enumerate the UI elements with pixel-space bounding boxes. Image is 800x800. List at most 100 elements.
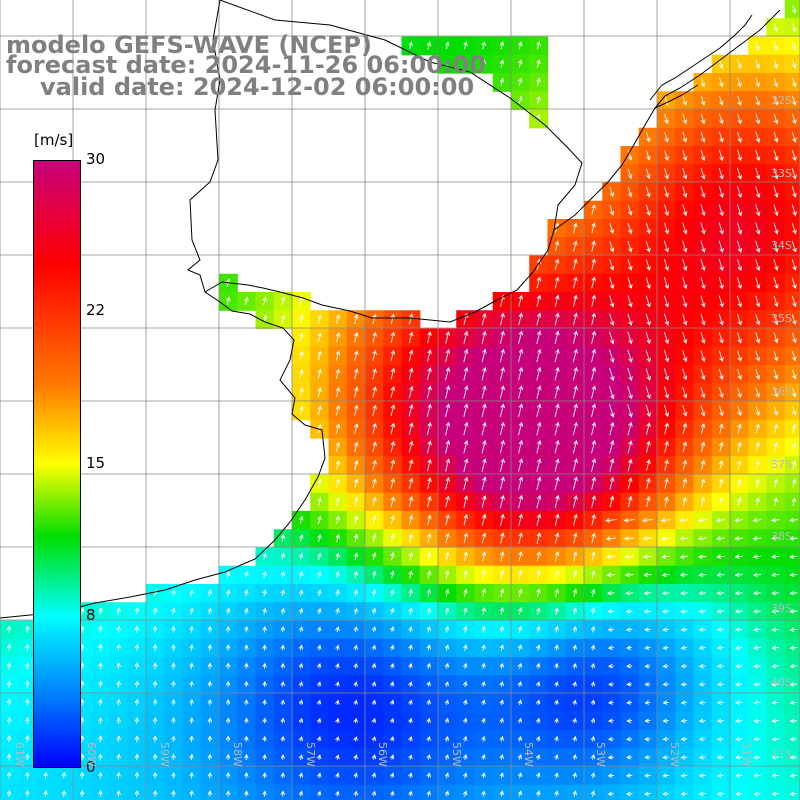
wind-arrow: [753, 718, 761, 724]
wind-arrow: [536, 312, 542, 326]
field-cell: [784, 255, 800, 275]
wind-arrow: [607, 609, 615, 614]
wind-arrow: [518, 476, 524, 491]
wind-arrow: [134, 607, 140, 615]
wind-arrow: [426, 440, 432, 454]
wind-arrow: [207, 644, 213, 651]
wind-arrow: [791, 259, 797, 271]
wind-arrow: [463, 644, 468, 651]
wind-arrow: [298, 754, 304, 760]
wind-arrow: [752, 554, 762, 559]
wind-arrow: [716, 736, 724, 742]
wind-arrow: [753, 700, 761, 705]
wind-arrow: [627, 404, 633, 418]
wind-arrow: [335, 368, 341, 379]
wind-arrow: [734, 590, 743, 596]
wind-arrow: [536, 59, 541, 68]
wind-arrow: [535, 681, 541, 687]
wind-arrow: [755, 149, 761, 162]
wind-arrow: [789, 590, 798, 596]
wind-arrow: [481, 421, 487, 436]
wind-arrow: [335, 754, 340, 760]
wind-arrow: [755, 185, 761, 199]
wind-arrow: [372, 533, 377, 543]
field-cell: [784, 164, 800, 184]
wind-arrow: [680, 590, 688, 596]
wind-arrow: [316, 681, 322, 687]
wind-arrow: [791, 5, 797, 14]
field-cell: [784, 127, 800, 147]
wind-arrow: [680, 736, 688, 742]
wind-arrow: [682, 149, 688, 162]
wind-arrow: [371, 736, 377, 742]
wind-arrow: [500, 532, 505, 544]
wind-arrow: [755, 405, 761, 417]
field-cell: [784, 0, 800, 19]
wind-arrow: [390, 459, 396, 471]
wind-arrow: [463, 513, 469, 526]
wind-arrow: [536, 421, 542, 436]
wind-arrow: [408, 772, 413, 779]
wind-arrow: [426, 772, 431, 779]
wind-arrow: [755, 77, 761, 88]
wind-arrow: [244, 644, 249, 651]
wind-arrow: [609, 404, 615, 418]
field-cell: [784, 438, 800, 457]
wind-arrow: [536, 330, 542, 345]
wind-arrow: [734, 627, 743, 632]
wind-arrow: [43, 789, 48, 797]
wind-arrow: [462, 735, 468, 742]
wind-arrow: [735, 682, 743, 687]
wind-arrow: [755, 222, 761, 235]
map-title: modelo GEFS-WAVE (NCEP): [6, 31, 372, 59]
wind-arrow: [499, 699, 504, 706]
wind-arrow: [737, 59, 742, 70]
wind-arrow: [518, 385, 524, 399]
wind-arrow: [299, 387, 304, 397]
wind-arrow: [61, 789, 67, 797]
wind-arrow: [481, 476, 487, 491]
wind-arrow: [536, 458, 542, 472]
wind-arrow: [718, 295, 724, 308]
wind-arrow: [372, 441, 377, 453]
wind-arrow: [298, 772, 304, 779]
wind-arrow: [354, 368, 359, 380]
wind-arrow: [773, 240, 779, 253]
wind-arrow: [335, 736, 340, 742]
field-cell: [711, 784, 731, 800]
wind-arrow: [390, 404, 396, 417]
wind-arrow: [682, 168, 688, 180]
wind-arrow: [481, 717, 486, 724]
wind-arrow: [316, 699, 322, 705]
wind-arrow: [353, 459, 359, 471]
wind-arrow: [680, 609, 688, 614]
wind-arrow: [262, 699, 267, 706]
wind-arrow: [408, 41, 413, 50]
wind-arrow: [773, 113, 779, 125]
wind-arrow: [609, 222, 615, 235]
colorbar-label-15: 15: [86, 454, 106, 472]
wind-arrow: [535, 735, 541, 742]
wind-arrow: [316, 644, 322, 651]
wind-arrow: [625, 590, 634, 596]
wind-arrow: [789, 773, 798, 778]
wind-arrow: [535, 772, 541, 779]
wind-arrow: [752, 590, 761, 596]
wind-arrow: [116, 789, 121, 797]
wind-arrow: [771, 590, 780, 596]
wind-arrow: [627, 277, 633, 290]
field-cell: [784, 383, 800, 403]
wind-arrow: [517, 77, 523, 86]
wind-arrow: [771, 663, 779, 669]
wind-arrow: [462, 772, 468, 779]
wind-arrow: [426, 570, 432, 579]
wind-arrow: [372, 478, 377, 489]
wind-arrow: [664, 422, 669, 435]
wind-arrow: [98, 607, 103, 615]
wind-arrow: [481, 607, 486, 615]
wind-arrow: [771, 755, 779, 760]
wind-arrow: [353, 589, 359, 597]
wind-arrow: [462, 699, 468, 706]
wind-arrow: [207, 753, 213, 761]
